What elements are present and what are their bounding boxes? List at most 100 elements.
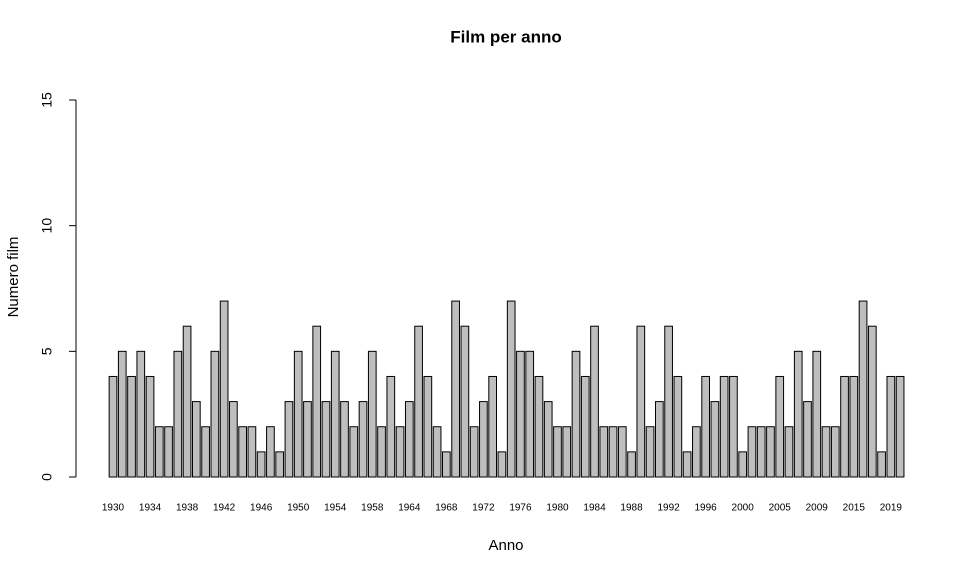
y-tick-label: 0 — [39, 473, 55, 481]
bar — [321, 401, 331, 478]
bar — [793, 350, 803, 478]
x-tick-label: 2019 — [880, 503, 903, 514]
bar — [164, 426, 173, 478]
bar — [654, 401, 664, 478]
bar — [729, 375, 738, 478]
bar — [201, 426, 210, 478]
x-tick-label: 1946 — [250, 503, 273, 514]
x-tick-label: 2005 — [769, 503, 792, 514]
bar — [506, 300, 516, 478]
bar — [534, 375, 544, 478]
bar — [191, 401, 201, 478]
bar — [247, 426, 257, 478]
x-tick-label: 1954 — [324, 503, 347, 514]
bar — [145, 375, 155, 478]
bar — [451, 300, 460, 478]
bar — [377, 426, 386, 478]
bar — [580, 375, 590, 478]
bar — [849, 375, 859, 478]
bar — [747, 426, 757, 478]
bar — [479, 401, 488, 478]
bar — [460, 325, 470, 478]
bar — [803, 401, 812, 478]
bar — [432, 426, 442, 478]
bar — [636, 325, 646, 478]
chart-title: Film per anno — [450, 27, 561, 46]
bar — [442, 451, 451, 478]
bar — [562, 426, 572, 478]
bar — [673, 375, 683, 478]
bar — [284, 401, 294, 478]
bar — [664, 325, 673, 478]
x-tick-label: 1930 — [102, 503, 125, 514]
bar — [182, 325, 192, 478]
x-tick-label: 1942 — [213, 503, 236, 514]
bar — [830, 426, 840, 478]
x-tick-label: 1984 — [583, 503, 606, 514]
x-tick-label: 2000 — [732, 503, 755, 514]
bar — [608, 426, 618, 478]
x-tick-label: 1996 — [695, 503, 718, 514]
bar — [516, 350, 525, 478]
bar — [293, 350, 303, 478]
bar — [117, 350, 127, 478]
bar — [497, 451, 507, 478]
bar — [469, 426, 479, 478]
bar — [136, 350, 146, 478]
bar — [571, 350, 581, 478]
x-tick-label: 1976 — [509, 503, 532, 514]
bar — [590, 325, 599, 478]
bar — [701, 375, 710, 478]
bar — [488, 375, 498, 478]
bar — [812, 350, 822, 478]
bar — [877, 451, 886, 478]
bar — [867, 325, 877, 478]
bar — [821, 426, 831, 478]
bar — [525, 350, 535, 478]
bar — [784, 426, 794, 478]
bar — [256, 451, 266, 478]
bar — [229, 401, 238, 478]
bar — [108, 375, 118, 478]
x-tick-label: 1964 — [398, 503, 421, 514]
x-tick-label: 1992 — [657, 503, 680, 514]
bar — [266, 426, 275, 478]
bar — [682, 451, 692, 478]
bar — [312, 325, 322, 478]
x-tick-label: 1950 — [287, 503, 310, 514]
bar — [386, 375, 396, 478]
bar — [154, 426, 164, 478]
x-tick-label: 1980 — [546, 503, 569, 514]
x-tick-label: 2015 — [843, 503, 866, 514]
bar — [840, 375, 849, 478]
bar — [210, 350, 220, 478]
bar — [303, 401, 312, 478]
bar — [738, 451, 748, 478]
bar — [553, 426, 562, 478]
bar — [395, 426, 405, 478]
bar — [238, 426, 247, 478]
x-tick-label: 1968 — [435, 503, 458, 514]
bar — [358, 401, 368, 478]
y-tick-label: 5 — [39, 347, 55, 355]
bar — [340, 401, 349, 478]
x-tick-label: 1934 — [139, 503, 162, 514]
bar — [710, 401, 720, 478]
bar — [895, 375, 905, 478]
bar — [404, 401, 414, 478]
y-axis-label: Numero film — [5, 237, 22, 318]
bar — [330, 350, 340, 478]
bar — [543, 401, 553, 478]
bar — [617, 426, 627, 478]
x-axis-label: Anno — [488, 537, 523, 554]
bar — [645, 426, 655, 478]
bar — [719, 375, 729, 478]
bar — [886, 375, 896, 478]
bar — [756, 426, 766, 478]
bar — [173, 350, 183, 478]
x-tick-label: 1938 — [176, 503, 199, 514]
bar — [275, 451, 285, 478]
bar — [367, 350, 377, 478]
bar — [858, 300, 868, 478]
